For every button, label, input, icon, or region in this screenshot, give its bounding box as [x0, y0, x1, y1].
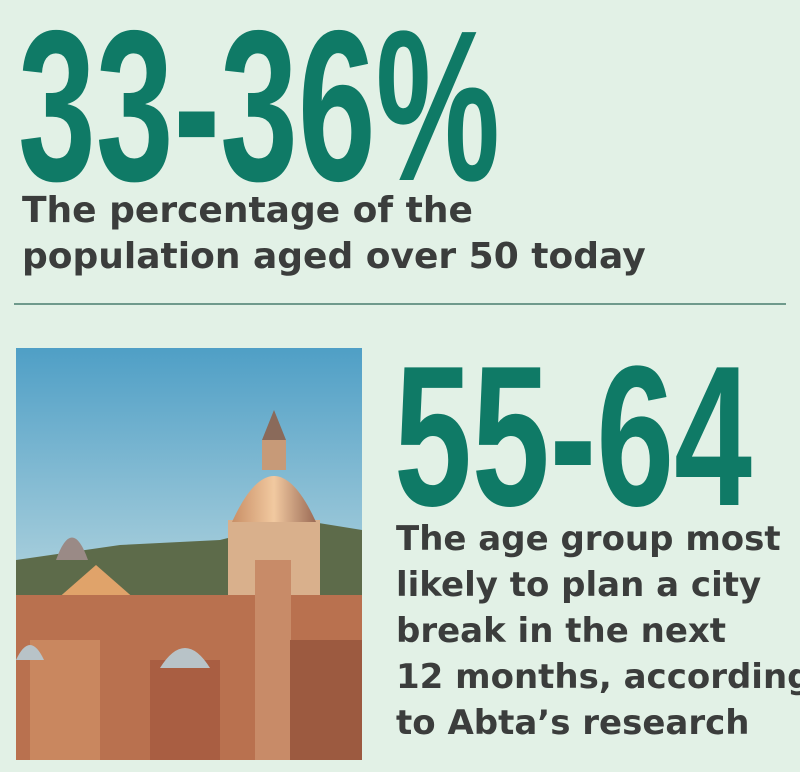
city-photo [16, 348, 362, 760]
photo-lantern [262, 440, 286, 470]
photo-tower [255, 560, 291, 760]
stat-figure: 33-36% [18, 0, 500, 226]
photo-small-dome [56, 537, 88, 560]
stat-description: break in the next [396, 611, 726, 651]
stat-description: likely to plan a city [396, 565, 761, 605]
stat-description: 12 months, according [396, 657, 800, 697]
stat-description: The age group most [396, 519, 781, 559]
photo-building [290, 640, 362, 760]
stat-description: population aged over 50 today [22, 236, 646, 277]
photo-dome [232, 476, 316, 522]
stat-description: The percentage of the [22, 190, 473, 231]
stat-figure: 55-64 [394, 325, 752, 548]
photo-dome-small [16, 645, 44, 660]
photo-building [150, 660, 220, 760]
photo-spire [262, 410, 286, 440]
photo-dome-small [160, 648, 210, 668]
stat-description: to Abta’s research [396, 703, 749, 743]
photo-facade [56, 565, 136, 600]
